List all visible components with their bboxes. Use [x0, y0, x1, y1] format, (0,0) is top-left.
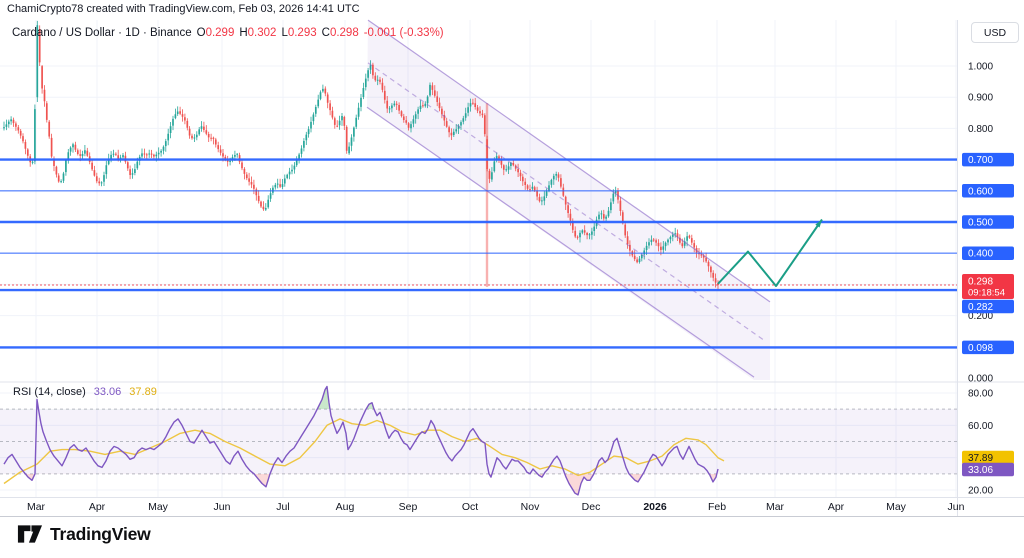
price-badge-0.600: 0.600 [962, 184, 1014, 198]
rsi-label-80.00: 80.00 [968, 389, 993, 400]
time-label-Mar: Mar [766, 501, 785, 513]
time-label-Aug: Aug [336, 501, 355, 513]
parallel-channel[interactable] [366, 19, 771, 378]
time-label-Jun: Jun [214, 501, 231, 513]
projection-path[interactable] [717, 218, 823, 287]
currency-toggle-button[interactable]: USD [971, 22, 1019, 43]
price-label-1.000: 1.000 [968, 62, 993, 73]
price-label-0.000: 0.000 [968, 374, 993, 385]
rsi-title[interactable]: RSI (14, close) [13, 386, 86, 398]
price-badge-0.700-label: 0.700 [968, 155, 993, 166]
time-label-Jul: Jul [276, 501, 289, 513]
price-badge-0.098-label: 0.098 [968, 343, 993, 354]
legend-low: L0.293 [281, 27, 317, 39]
rsi-ma-value: 37.89 [129, 386, 157, 398]
rsi-plot [3, 385, 725, 496]
time-label-Feb: Feb [708, 501, 726, 513]
rsi-value: 33.06 [93, 386, 122, 398]
bar-countdown: 09:18:54 [968, 288, 1005, 299]
rsi-legend: RSI (14, close) 33.06 37.89 [13, 386, 157, 398]
time-label-2026: 2026 [643, 501, 667, 513]
price-badge-0.400: 0.400 [962, 246, 1014, 260]
rsi-label-60.00: 60.00 [968, 421, 993, 432]
time-label-Oct: Oct [462, 501, 478, 513]
rsi-label-20.00: 20.00 [968, 486, 993, 497]
time-label-May: May [886, 501, 907, 513]
legend-close: C0.298 [321, 27, 359, 39]
legend-open: O0.299 [196, 27, 235, 39]
time-label-Apr: Apr [89, 501, 106, 513]
symbol-title[interactable]: Cardano / US Dollar · 1D · Binance [12, 27, 192, 39]
time-label-Apr: Apr [828, 501, 845, 513]
rsi-badge-37.89-label: 37.89 [968, 453, 993, 464]
rsi-oversold-fill [25, 473, 717, 495]
price-badge-0.500-label: 0.500 [968, 218, 993, 229]
tradingview-logo-icon [17, 525, 43, 543]
current-price-value: 0.298 [968, 277, 993, 288]
tradingview-logo[interactable]: TradingView [16, 522, 151, 546]
rsi-band [0, 409, 957, 474]
time-label-Nov: Nov [521, 501, 540, 513]
price-label-0.800: 0.800 [968, 124, 993, 135]
time-label-Sep: Sep [399, 501, 418, 513]
price-label-0.900: 0.900 [968, 93, 993, 104]
time-label-Dec: Dec [582, 501, 601, 513]
legend-change: -0.001 (-0.33%) [363, 27, 444, 39]
rsi-badge-33.06-label: 33.06 [968, 465, 993, 476]
time-label-Jun: Jun [948, 501, 965, 513]
price-badge-0.400-label: 0.400 [968, 249, 993, 260]
rsi-ma-line [3, 418, 725, 485]
price-label-0.200: 0.200 [968, 311, 993, 322]
time-label-Mar: Mar [27, 501, 46, 513]
price-badge-0.282: 0.282 [962, 299, 1014, 314]
rsi-badge-37.89: 37.89 [962, 450, 1014, 465]
legend-high: H0.302 [239, 27, 277, 39]
tradingview-logo-text: TradingView [50, 523, 151, 544]
price-badge-0.098: 0.098 [962, 340, 1014, 355]
rsi-line [3, 385, 719, 496]
current-price-badge [962, 274, 1014, 299]
attribution-text: ChamiCrypto78 created with TradingView.c… [7, 3, 360, 15]
symbol-legend: Cardano / US Dollar · 1D · Binance O0.29… [12, 27, 444, 39]
rsi-badge-33.06: 33.06 [962, 462, 1014, 477]
projection-arrowhead [815, 219, 822, 228]
price-badge-0.600-label: 0.600 [968, 186, 993, 197]
up-candle-bodies [3, 25, 688, 262]
price-badge-0.700: 0.700 [962, 152, 1014, 167]
price-badge-0.282-label: 0.282 [968, 302, 993, 313]
price-badge-0.500: 0.500 [962, 215, 1014, 229]
time-label-May: May [148, 501, 169, 513]
horizontal-price-lines[interactable] [0, 158, 957, 349]
